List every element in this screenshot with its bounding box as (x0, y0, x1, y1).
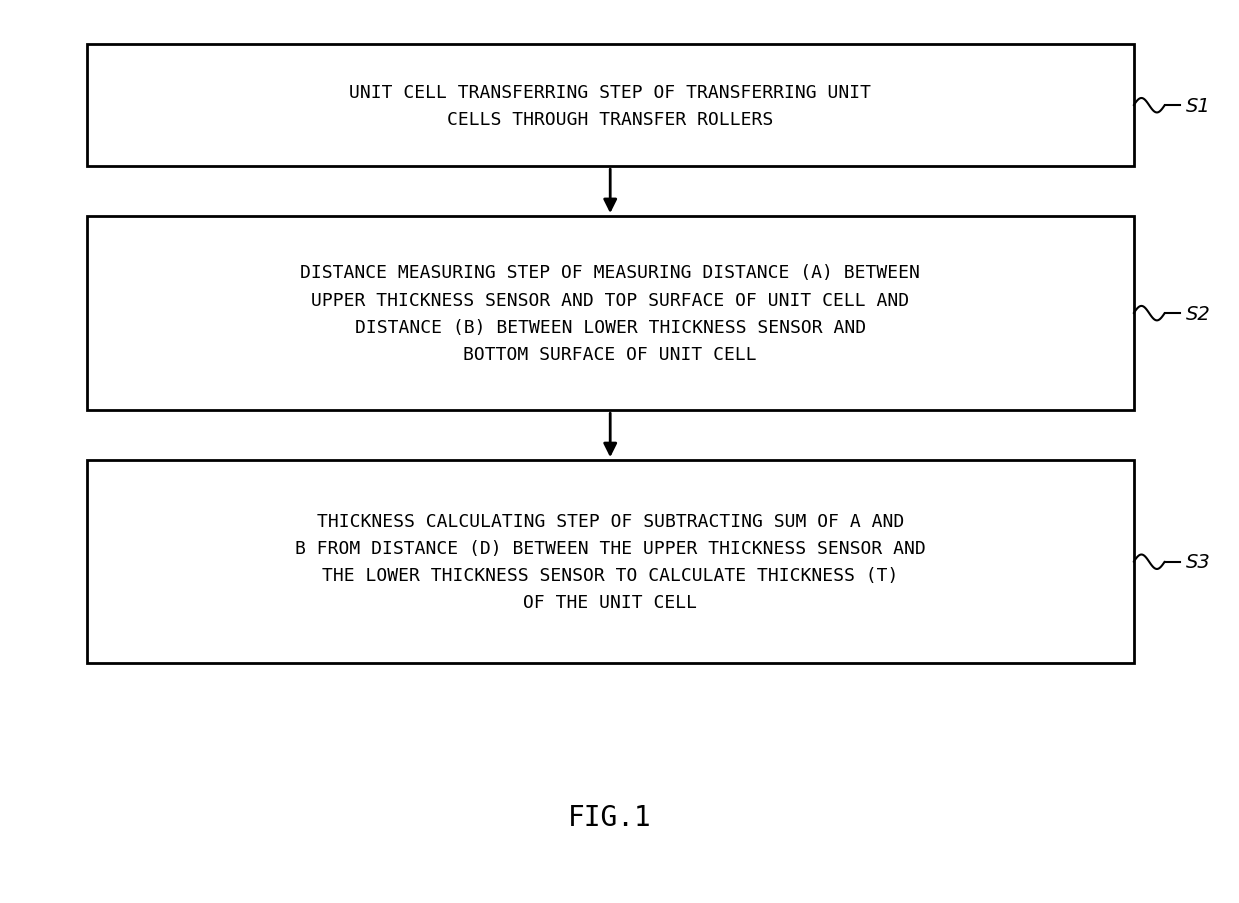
Text: DISTANCE MEASURING STEP OF MEASURING DISTANCE (A) BETWEEN
UPPER THICKNESS SENSOR: DISTANCE MEASURING STEP OF MEASURING DIS… (300, 265, 921, 363)
Bar (87, 45, 1134, 167)
Bar (87, 217, 1134, 411)
Text: UNIT CELL TRANSFERRING STEP OF TRANSFERRING UNIT
CELLS THROUGH TRANSFER ROLLERS: UNIT CELL TRANSFERRING STEP OF TRANSFERR… (349, 84, 871, 128)
Text: THICKNESS CALCULATING STEP OF SUBTRACTING SUM OF A AND
B FROM DISTANCE (D) BETWE: THICKNESS CALCULATING STEP OF SUBTRACTIN… (295, 513, 926, 611)
Text: S1: S1 (1186, 97, 1211, 116)
Text: FIG.1: FIG.1 (569, 804, 652, 831)
Text: S3: S3 (1186, 553, 1211, 572)
Text: S2: S2 (1186, 304, 1211, 323)
Bar (87, 461, 1134, 664)
